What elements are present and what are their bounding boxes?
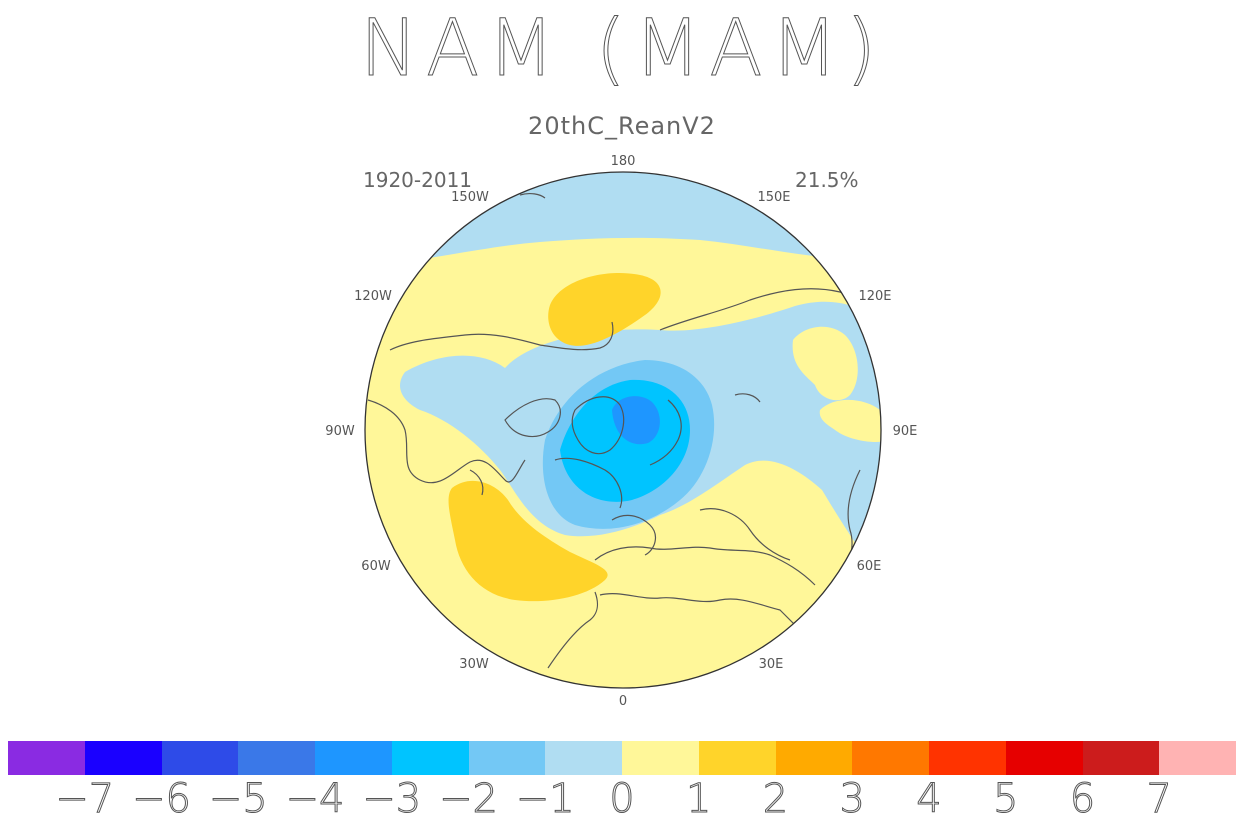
- colorbar-tick-label: −2: [439, 776, 499, 822]
- lon-label-150w: 150W: [451, 190, 489, 205]
- colorbar-swatch: [84, 741, 162, 775]
- colorbar-swatch: [468, 741, 546, 775]
- lon-label-120w: 120W: [354, 289, 392, 304]
- period-label: 1920-2011: [363, 168, 473, 192]
- colorbar-swatch: [161, 741, 239, 775]
- colorbar-tick-label: −6: [132, 776, 192, 822]
- colorbar-tick-label: 6: [1069, 776, 1096, 822]
- colorbar-tick-label: 2: [762, 776, 789, 822]
- map-title: NAM (MAM): [359, 4, 885, 95]
- colorbar: [8, 741, 1236, 775]
- colorbar-swatch: [238, 741, 315, 775]
- lon-label-150e: 150E: [757, 190, 790, 205]
- colorbar-swatch: [1082, 741, 1160, 775]
- lon-label-180: 180: [611, 154, 636, 169]
- colorbar-swatch: [775, 741, 853, 775]
- siberia-neutral-patch: [792, 326, 858, 401]
- dataset-subtitle: 20thC_ReanV2: [528, 112, 716, 140]
- atlantic-positive-center: [448, 480, 608, 602]
- colorbar-tick-label: 0: [609, 776, 635, 822]
- colorbar-tick-labels: −7 −6 −5 −4 −3 −2 −1 0 1 2 3 4 5 6 7: [8, 776, 1236, 822]
- map-boundary: [364, 171, 882, 689]
- lon-label-90e: 90E: [893, 424, 918, 439]
- colorbar-swatch: [1159, 741, 1236, 775]
- colorbar-swatch: [929, 741, 1006, 775]
- colorbar-tick-label: −1: [515, 776, 575, 822]
- colorbar-tick-label: −4: [285, 776, 345, 822]
- colorbar-swatch: [8, 741, 85, 775]
- colorbar-swatch: [391, 741, 469, 775]
- lon-label-0: 0: [619, 694, 627, 709]
- asia-neutral-patch: [819, 399, 881, 442]
- lon-label-60w: 60W: [361, 559, 391, 574]
- colorbar-tick-label: 1: [686, 776, 712, 822]
- colorbar-swatch: [1005, 741, 1083, 775]
- polar-stereographic-map: 0 30E 60E 90E 120E 150E 180 150W 120W 90…: [325, 154, 918, 709]
- colorbar-swatch: [622, 741, 699, 775]
- explained-variance-label: 21.5%: [795, 168, 859, 192]
- colorbar-tick-label: 5: [993, 776, 1019, 822]
- negative-4-region: [612, 396, 660, 445]
- colorbar-swatch: [698, 741, 776, 775]
- lon-label-30w: 30W: [459, 657, 489, 672]
- colorbar-tick-label: −3: [362, 776, 422, 822]
- colorbar-tick-label: 7: [1146, 776, 1172, 822]
- lon-label-120e: 120E: [858, 289, 891, 304]
- colorbar-tick-label: −7: [55, 776, 115, 822]
- lon-label-30e: 30E: [759, 657, 784, 672]
- colorbar-swatch: [852, 741, 929, 775]
- coastlines: [367, 192, 881, 669]
- colorbar-tick-label: 4: [916, 776, 942, 822]
- lon-label-60e: 60E: [857, 559, 882, 574]
- lon-label-90w: 90W: [325, 424, 355, 439]
- colorbar-swatch: [545, 741, 622, 775]
- colorbar-tick-label: 3: [839, 776, 865, 822]
- colorbar-swatch: [315, 741, 392, 775]
- colorbar-tick-label: −5: [208, 776, 268, 822]
- pacific-positive-center: [548, 273, 661, 346]
